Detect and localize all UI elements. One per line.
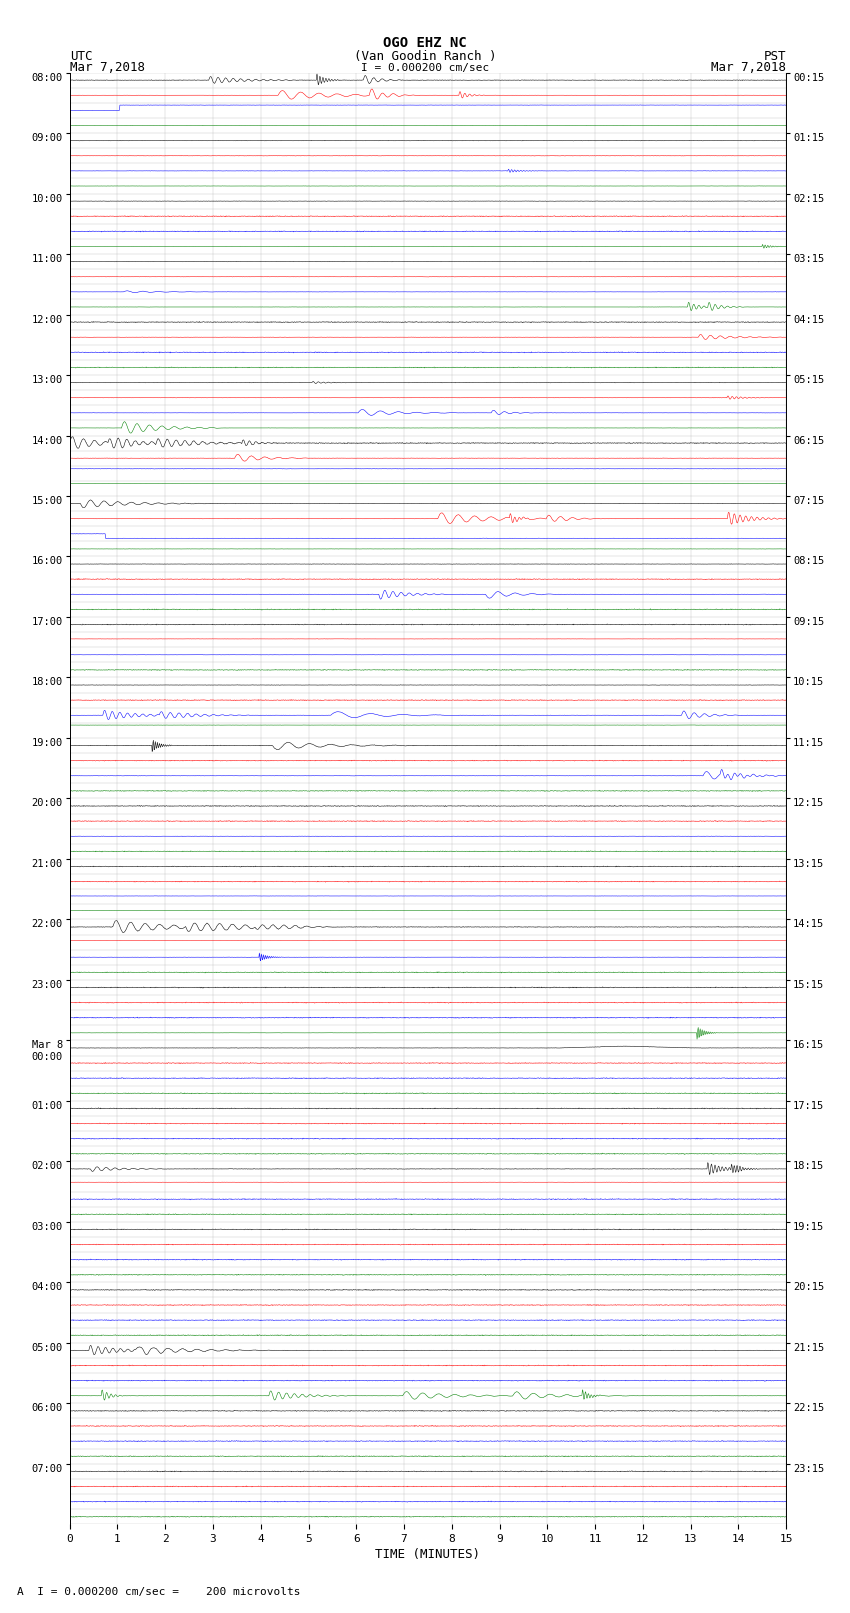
Text: Mar 7,2018: Mar 7,2018 bbox=[711, 61, 786, 74]
Text: UTC: UTC bbox=[70, 50, 92, 63]
Text: A  I = 0.000200 cm/sec =    200 microvolts: A I = 0.000200 cm/sec = 200 microvolts bbox=[17, 1587, 301, 1597]
Text: I = 0.000200 cm/sec: I = 0.000200 cm/sec bbox=[361, 63, 489, 73]
Text: (Van Goodin Ranch ): (Van Goodin Ranch ) bbox=[354, 50, 496, 63]
Text: OGO EHZ NC: OGO EHZ NC bbox=[383, 37, 467, 50]
X-axis label: TIME (MINUTES): TIME (MINUTES) bbox=[376, 1548, 480, 1561]
Text: Mar 7,2018: Mar 7,2018 bbox=[70, 61, 144, 74]
Text: PST: PST bbox=[764, 50, 786, 63]
